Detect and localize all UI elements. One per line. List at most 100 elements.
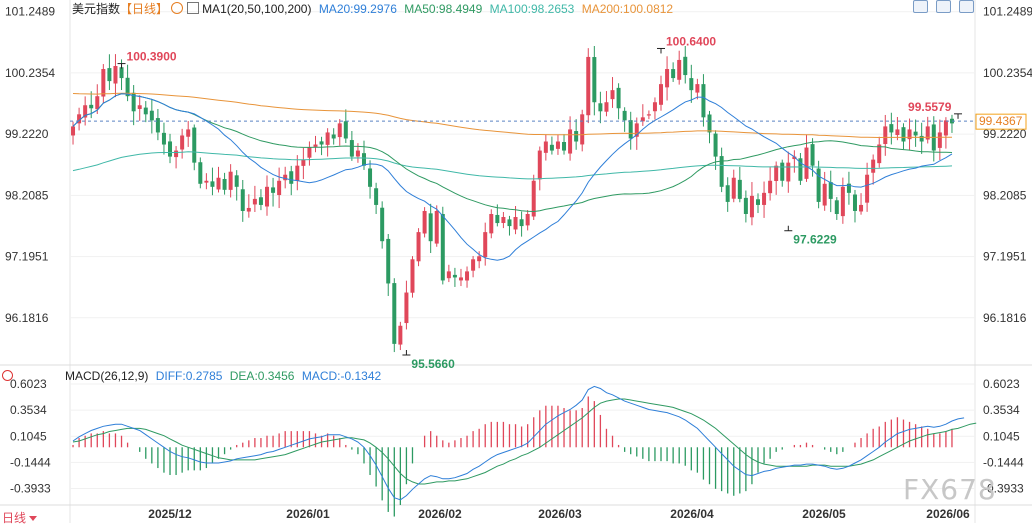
macd-tick-left: -0.1444 <box>10 455 51 469</box>
candle-body <box>616 87 621 109</box>
candle-body <box>871 159 876 173</box>
x-tick-label: 2026/05 <box>802 507 846 521</box>
candle-body <box>895 129 900 136</box>
x-tick-label: 2026/04 <box>670 507 714 521</box>
candle-body <box>604 102 609 112</box>
candle-body <box>634 123 639 137</box>
candle-body <box>416 232 421 262</box>
candle-body <box>246 207 251 212</box>
macd-tick-right: 0.3534 <box>983 403 1020 417</box>
candle-body <box>622 110 627 121</box>
candle-body <box>652 102 657 112</box>
candle-body <box>719 156 724 187</box>
candle-body <box>901 127 906 142</box>
candle-body <box>501 217 506 224</box>
candle-body <box>531 180 536 217</box>
candle-body <box>222 178 227 190</box>
candle-body <box>301 159 306 166</box>
candle-body <box>252 198 257 205</box>
candle-body <box>258 197 263 205</box>
candle-body <box>925 126 930 140</box>
extreme-label: 95.5660 <box>411 357 455 371</box>
period-switch-button[interactable]: 日线 <box>2 509 38 526</box>
ma-indicator-icon[interactable] <box>186 2 199 14</box>
candle-body <box>113 65 118 84</box>
candle-body <box>525 213 530 226</box>
macd-settings-icon[interactable] <box>2 370 13 381</box>
candle-body <box>671 69 676 79</box>
candle-body <box>586 56 591 116</box>
candle-body <box>677 59 682 80</box>
extreme-label: 99.5579 <box>908 100 952 114</box>
candle-body <box>119 67 124 79</box>
candle-body <box>386 238 391 284</box>
candle-body <box>610 90 615 100</box>
macd-header: MACD(26,12,9) DIFF:0.2785 DEA:0.3456 MAC… <box>2 369 381 383</box>
candle-body <box>325 132 330 145</box>
price-tick-left: 101.2489 <box>5 5 55 19</box>
candle-body <box>161 132 166 145</box>
ma200-value: MA200:100.0812 <box>581 2 674 16</box>
candle-body <box>598 103 603 112</box>
macd-tick-left: -0.3933 <box>10 482 51 496</box>
ma20-value: MA20:99.2976 <box>318 2 397 16</box>
candle-body <box>846 183 851 193</box>
ma200-line <box>72 92 953 139</box>
candle-body <box>143 107 148 115</box>
candle-body <box>380 207 385 242</box>
settings-gear-icon[interactable] <box>171 2 184 14</box>
candle-body <box>731 177 736 199</box>
candle-body <box>234 175 239 187</box>
candle-body <box>859 204 864 212</box>
candle-body <box>828 182 833 199</box>
candle-body <box>937 132 942 148</box>
candle-body <box>568 129 573 154</box>
candle-body <box>440 214 445 281</box>
watermark: FX678 <box>903 473 997 506</box>
macd-tick-right: 0.6023 <box>983 377 1020 391</box>
candle-body <box>549 144 554 151</box>
candle-body <box>361 153 366 166</box>
candle-body <box>319 141 324 145</box>
candle-body <box>277 180 282 196</box>
indicator-button[interactable] <box>936 0 951 13</box>
price-tick-left: 100.2354 <box>5 66 55 80</box>
macd-label: MACD(26,12,9) <box>65 369 149 383</box>
candle-body <box>919 135 924 142</box>
candle-body <box>725 185 730 202</box>
candle-body <box>683 56 688 76</box>
candle-body <box>519 219 524 227</box>
candle-body <box>95 96 100 110</box>
price-tick-left: 96.1816 <box>5 311 49 325</box>
candle-body <box>355 150 360 157</box>
candle-body <box>580 114 585 145</box>
candle-body <box>665 69 670 88</box>
candle-body <box>840 186 845 217</box>
candle-body <box>798 158 803 181</box>
candle-body <box>89 104 94 109</box>
candle-body <box>889 124 894 133</box>
last-price-tag <box>975 113 1027 130</box>
candle-body <box>477 256 482 262</box>
candle-body <box>810 144 815 166</box>
candle-body <box>240 189 245 211</box>
chart-type-button[interactable] <box>913 0 928 13</box>
candle-body <box>434 210 439 244</box>
period-label[interactable]: 【日线】 <box>120 2 169 16</box>
macd-tick-right: -0.1444 <box>983 455 1024 469</box>
candle-body <box>701 84 706 118</box>
x-tick-label: 2026/02 <box>418 507 462 521</box>
candle-body <box>743 197 748 214</box>
candle-body <box>877 144 882 164</box>
x-tick-label: 2025/12 <box>148 507 192 521</box>
candle-body <box>125 77 130 97</box>
ma50-line <box>72 93 953 213</box>
candle-body <box>707 114 712 133</box>
candle-body <box>913 131 918 136</box>
candle-body <box>786 162 791 182</box>
macd-tick-left: 0.3534 <box>10 403 47 417</box>
fullscreen-button[interactable] <box>959 0 974 13</box>
candle-body <box>543 141 548 153</box>
x-tick-label: 2026/03 <box>538 507 582 521</box>
candle-body <box>471 259 476 271</box>
